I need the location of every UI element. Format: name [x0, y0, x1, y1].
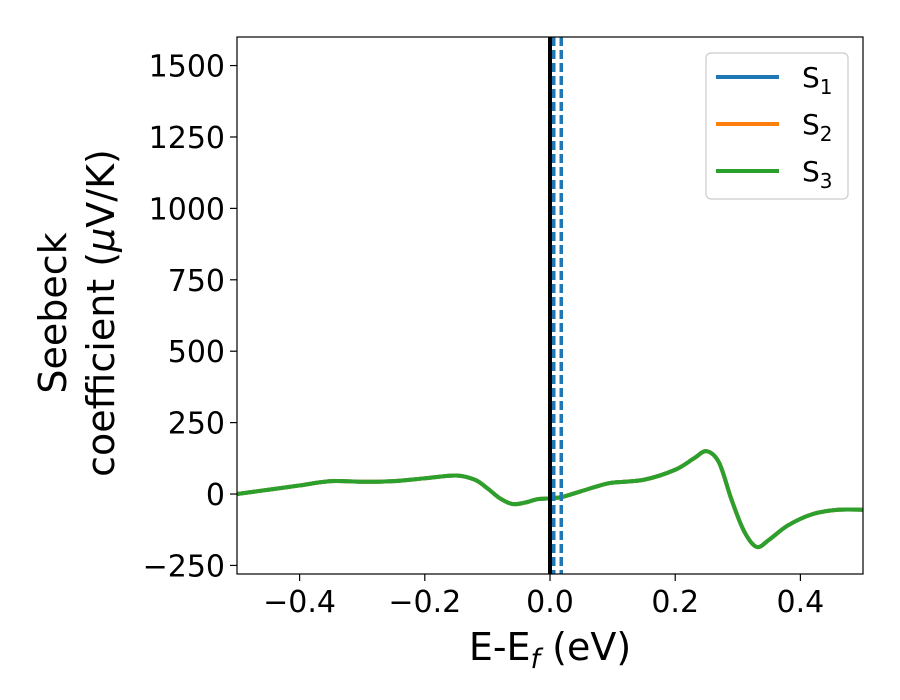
legend: S1 S2 S3 — [705, 52, 849, 200]
legend-label-s3: S3 — [802, 155, 833, 193]
x-axis: −0.4 −0.2 0.0 0.2 0.4 — [263, 574, 824, 620]
y-tick-label: 500 — [168, 335, 225, 370]
y-axis-title: Seebeck coefficient (μV/K) — [31, 149, 123, 477]
y-tick-label: 1250 — [149, 121, 225, 156]
x-tick-label: −0.2 — [388, 585, 461, 620]
y-axis: −250 0 250 500 750 1000 1250 1500 — [143, 50, 237, 584]
y-tick-label: 750 — [168, 264, 225, 299]
plot-content — [237, 37, 863, 574]
y-tick-label: 250 — [168, 407, 225, 442]
y-tick-label: 1000 — [149, 192, 225, 227]
series-line-s3 — [237, 449, 863, 550]
x-tick-label: 0.0 — [526, 585, 574, 620]
legend-label-s1: S1 — [802, 61, 833, 99]
x-axis-title-unit: (eV) — [540, 625, 631, 669]
y-axis-title-line1: Seebeck — [31, 232, 75, 393]
x-axis-title: E-Ef (eV) — [469, 625, 631, 675]
y-axis-title-line2: coefficient (μV/K) — [79, 149, 123, 477]
y-tick-label: 0 — [206, 478, 225, 513]
x-tick-label: 0.2 — [651, 585, 699, 620]
x-tick-label: 0.4 — [777, 585, 825, 620]
y-tick-label: −250 — [143, 549, 225, 584]
legend-label-s2: S2 — [802, 108, 833, 146]
y-tick-label: 1500 — [149, 50, 225, 85]
x-tick-label: −0.4 — [263, 585, 336, 620]
plot-area — [237, 37, 863, 574]
